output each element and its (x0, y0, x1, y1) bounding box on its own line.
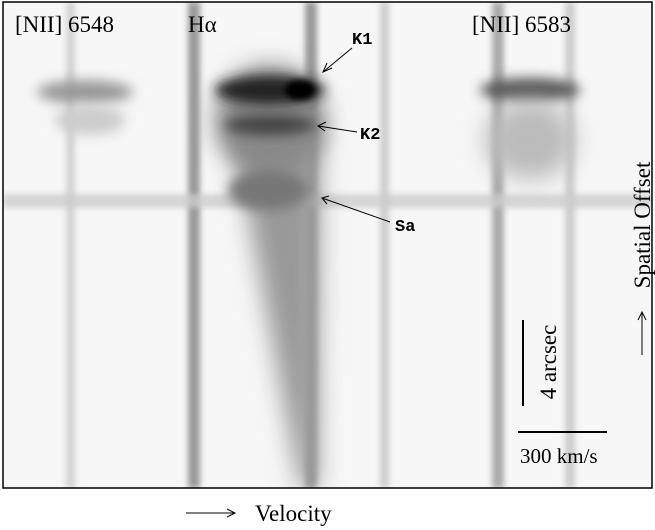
spectrum-image (3, 2, 652, 488)
velocity-scale-label: 300 km/s (520, 444, 598, 468)
component-label: Sa (395, 218, 415, 237)
component-label: K1 (352, 31, 372, 50)
pointers (317, 47, 391, 223)
line-label: Hα (188, 12, 217, 37)
y-arrow (637, 310, 647, 355)
x-axis-label: Velocity (255, 501, 332, 526)
y-axis-label: Spatial Offset (630, 161, 655, 288)
spatial-scale-label: 4 arcsec (536, 325, 561, 400)
component-label: K2 (360, 126, 380, 145)
frame (2, 1, 653, 489)
line-label: [NII] 6583 (472, 12, 571, 37)
x-arrow (186, 508, 237, 518)
line-label: [NII] 6548 (15, 12, 114, 37)
